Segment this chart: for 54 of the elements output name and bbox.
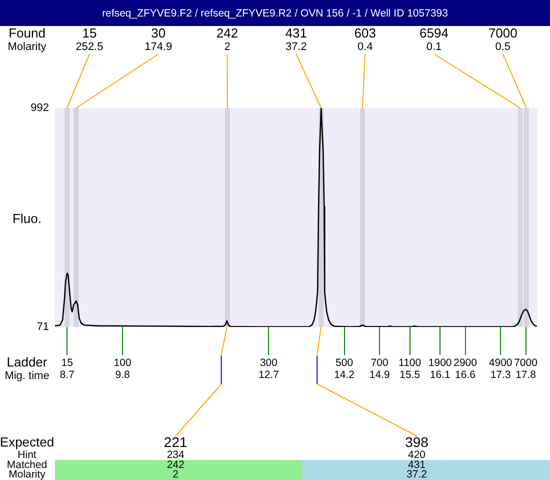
annotation: 398	[405, 434, 429, 450]
text: Molarity	[8, 41, 47, 54]
text: 420	[408, 448, 426, 461]
y-tick-label: 71	[36, 321, 49, 334]
chart-title: refseq_ZFYVE9.F2 / refseq_ZFYVE9.R2 / OVN 156 / -1 / Well ID 1057393	[102, 7, 448, 20]
x-tick-label: 16.1	[430, 369, 450, 382]
text: 100	[114, 356, 132, 369]
text: 7000	[514, 356, 538, 369]
band-label: 30	[151, 26, 166, 41]
band-label: 15	[82, 26, 97, 41]
text: 15	[61, 356, 74, 369]
annotation: 221	[164, 434, 188, 450]
text: 431	[408, 458, 426, 471]
x-tick-label: 16.6	[455, 369, 476, 382]
text: 300	[260, 356, 278, 369]
text: 1100	[398, 356, 422, 369]
text: 2900	[454, 356, 478, 369]
y-axis-title: Fluo.	[12, 211, 42, 226]
text: Ladder	[6, 354, 48, 370]
text: 4900	[488, 356, 512, 369]
text: 242	[166, 458, 184, 471]
x-tick-label: 8.7	[60, 369, 75, 382]
text: 37.2	[406, 468, 428, 480]
text: Found	[8, 26, 46, 41]
annotation: 252.5	[76, 41, 104, 54]
annotation: 2	[224, 41, 230, 54]
text: Matched	[6, 458, 48, 471]
y-tick-label: 992	[30, 102, 49, 114]
text: Hint	[18, 448, 36, 461]
text: 234	[166, 448, 184, 461]
text: Molarity	[8, 468, 46, 480]
x-tick-label: 17.8	[516, 369, 536, 382]
x-tick-label: 9.8	[115, 369, 130, 382]
annotation: 37.2	[285, 41, 307, 54]
x-tick-label: 12.7	[258, 369, 280, 382]
x-tick-label: 17.3	[490, 369, 511, 382]
x-tick-label: 15.5	[400, 369, 420, 382]
band-label: 7000	[488, 26, 518, 41]
annotation: 0.1	[426, 41, 442, 54]
x-tick-label: 14.2	[334, 369, 355, 382]
text: 500	[336, 356, 354, 369]
text: 2	[172, 468, 179, 480]
band-label: 431	[285, 26, 308, 41]
annotation: 0.5	[495, 41, 511, 54]
x-tick-label: 14.9	[369, 369, 390, 382]
text: Expected	[0, 434, 54, 450]
band-label: 603	[354, 26, 376, 41]
annotation: 0.4	[357, 41, 373, 54]
text: 1900	[428, 356, 452, 369]
band-label: 242	[216, 26, 238, 41]
x-axis-title: Mig. time	[4, 370, 50, 382]
band-label: 6594	[420, 26, 448, 41]
text: 700	[370, 356, 389, 369]
annotation: 174.9	[144, 41, 172, 54]
